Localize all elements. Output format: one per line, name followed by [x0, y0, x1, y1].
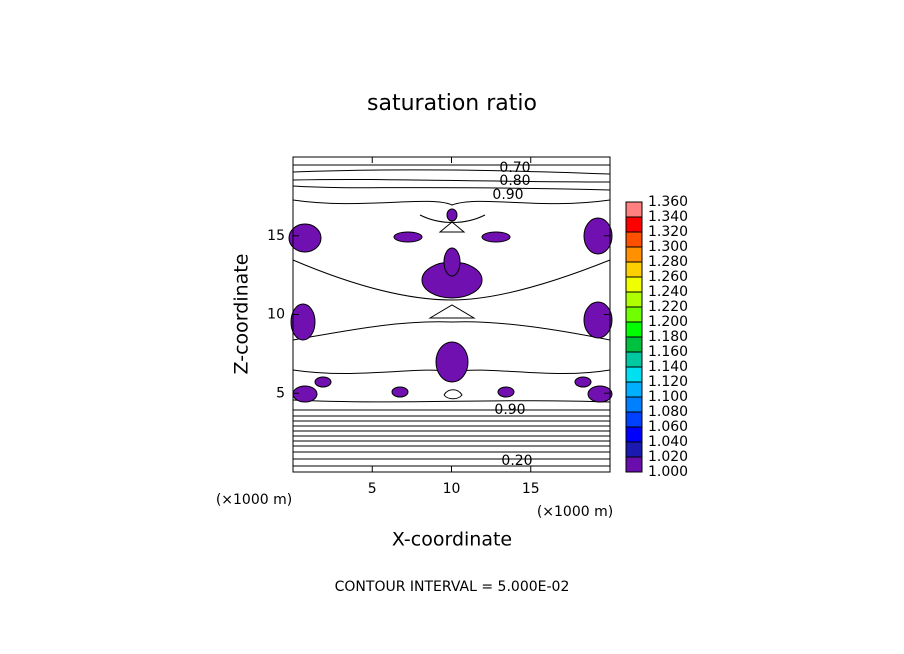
filled-region	[292, 385, 318, 403]
contour-label: 0.90	[494, 402, 525, 418]
colorbar-label: 1.040	[648, 434, 688, 450]
filled-region	[443, 247, 461, 277]
colorbar-label: 1.360	[648, 194, 688, 210]
filled-region	[574, 376, 592, 388]
filled-region	[587, 385, 613, 403]
colorbar-swatch	[626, 277, 642, 292]
colorbar-label: 1.320	[648, 224, 688, 240]
colorbar-swatch	[626, 442, 642, 457]
colorbar-label: 1.060	[648, 419, 688, 435]
colorbar-swatch	[626, 397, 642, 412]
colorbar-swatch	[626, 457, 642, 472]
filled-region	[288, 223, 322, 253]
colorbar-label: 1.100	[648, 389, 688, 405]
colorbar-label: 1.020	[648, 449, 688, 465]
filled-region	[290, 303, 316, 341]
x-axis-label: X-coordinate	[392, 529, 512, 551]
colorbar-label: 1.080	[648, 404, 688, 420]
filled-region	[583, 217, 613, 255]
colorbar-label: 1.340	[648, 209, 688, 225]
colorbar-swatch	[626, 412, 642, 427]
filled-region	[435, 341, 469, 383]
y-tick-label: 15	[267, 228, 285, 244]
colorbar-label: 1.200	[648, 314, 688, 330]
colorbar-swatch	[626, 367, 642, 382]
colorbar-label: 1.120	[648, 374, 688, 390]
colorbar-swatch	[626, 202, 642, 217]
filled-region	[393, 231, 423, 243]
chart-title: saturation ratio	[367, 91, 537, 116]
y-unit-label: (×1000 m)	[216, 492, 292, 508]
y-tick-label: 10	[267, 307, 285, 323]
x-unit-label: (×1000 m)	[537, 504, 613, 520]
colorbar-swatch	[626, 217, 642, 232]
colorbar-label: 1.220	[648, 299, 688, 315]
contour-label: 0.80	[499, 173, 530, 189]
colorbar-label: 1.260	[648, 269, 688, 285]
contour-line	[292, 164, 611, 206]
colorbar-swatch	[626, 262, 642, 277]
footer-note: CONTOUR INTERVAL = 5.000E-02	[335, 579, 570, 595]
colorbar-label: 1.180	[648, 329, 688, 345]
filled-region	[481, 231, 511, 243]
colorbar-swatch	[626, 427, 642, 442]
y-tick-label: 5	[276, 385, 285, 401]
filled-regions	[288, 208, 613, 403]
colorbar-label: 1.160	[648, 344, 688, 360]
filled-region	[391, 386, 409, 398]
colorbar-swatch	[626, 322, 642, 337]
contour-label: 0.70	[499, 160, 530, 176]
colorbar-swatch	[626, 307, 642, 322]
colorbar-label: 1.300	[648, 239, 688, 255]
colorbar-swatch	[626, 382, 642, 397]
colorbar-label: 1.240	[648, 284, 688, 300]
y-axis-label: Z-coordinate	[231, 254, 253, 375]
contour-field	[292, 164, 611, 467]
colorbar-swatch	[626, 337, 642, 352]
x-tick-label: 15	[522, 481, 540, 497]
colorbar-label: 1.140	[648, 359, 688, 375]
contour-label: 0.20	[501, 453, 532, 469]
filled-region	[446, 208, 458, 222]
filled-region	[497, 386, 515, 398]
x-tick-label: 5	[368, 481, 377, 497]
colorbar-swatch	[626, 352, 642, 367]
contour-label: 0.90	[492, 187, 523, 203]
filled-region	[583, 301, 613, 339]
colorbar-swatch	[626, 232, 642, 247]
x-tick-label: 10	[443, 481, 461, 497]
colorbar-swatch	[626, 292, 642, 307]
colorbar-label: 1.000	[648, 464, 688, 480]
filled-region	[314, 376, 332, 388]
colorbar-label: 1.280	[648, 254, 688, 270]
contour-line	[292, 399, 611, 467]
colorbar-swatch	[626, 247, 642, 262]
